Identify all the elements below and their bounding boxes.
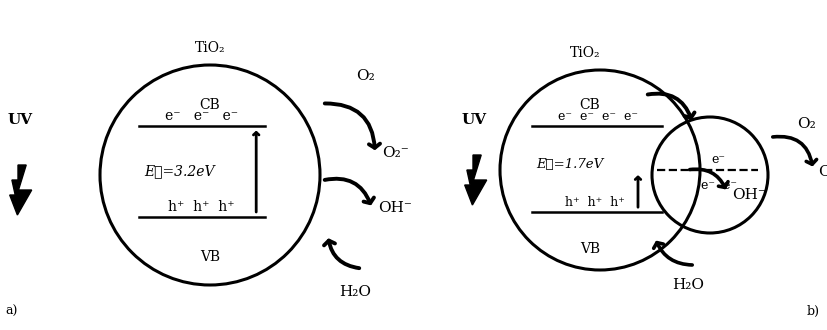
Text: e⁻  e⁻  e⁻  e⁻: e⁻ e⁻ e⁻ e⁻	[558, 110, 638, 123]
Text: CB: CB	[199, 98, 220, 112]
Text: e⁻: e⁻	[712, 153, 726, 166]
Text: O₂: O₂	[796, 117, 815, 131]
Text: O₂⁻: O₂⁻	[382, 146, 409, 160]
Text: CB: CB	[580, 98, 600, 112]
Text: TiO₂: TiO₂	[194, 41, 225, 55]
Text: h⁺  h⁺  h⁺: h⁺ h⁺ h⁺	[565, 196, 625, 209]
Text: e⁻  e⁻: e⁻ e⁻	[700, 180, 737, 192]
Text: b): b)	[807, 305, 820, 318]
Text: H₂O: H₂O	[672, 278, 704, 292]
Polygon shape	[10, 165, 31, 215]
Text: a): a)	[5, 305, 17, 318]
Text: OH⁻: OH⁻	[378, 201, 412, 215]
Text: e⁻   e⁻   e⁻: e⁻ e⁻ e⁻	[165, 109, 238, 123]
Text: OH⁻: OH⁻	[732, 188, 766, 202]
Text: VB: VB	[580, 242, 600, 256]
Text: TiO₂: TiO₂	[570, 46, 600, 60]
Text: H₂O: H₂O	[339, 285, 371, 299]
Text: h⁺  h⁺  h⁺: h⁺ h⁺ h⁺	[168, 200, 235, 214]
Text: UV: UV	[8, 113, 33, 127]
Text: O₂: O₂	[356, 69, 375, 83]
Text: E⁧=3.2eV: E⁧=3.2eV	[144, 164, 214, 178]
Text: O₂⁻: O₂⁻	[818, 165, 827, 179]
Text: VB: VB	[200, 250, 220, 264]
Text: UV: UV	[462, 113, 487, 127]
Text: E⁧=1.7eV: E⁧=1.7eV	[537, 157, 604, 171]
Polygon shape	[465, 155, 487, 205]
